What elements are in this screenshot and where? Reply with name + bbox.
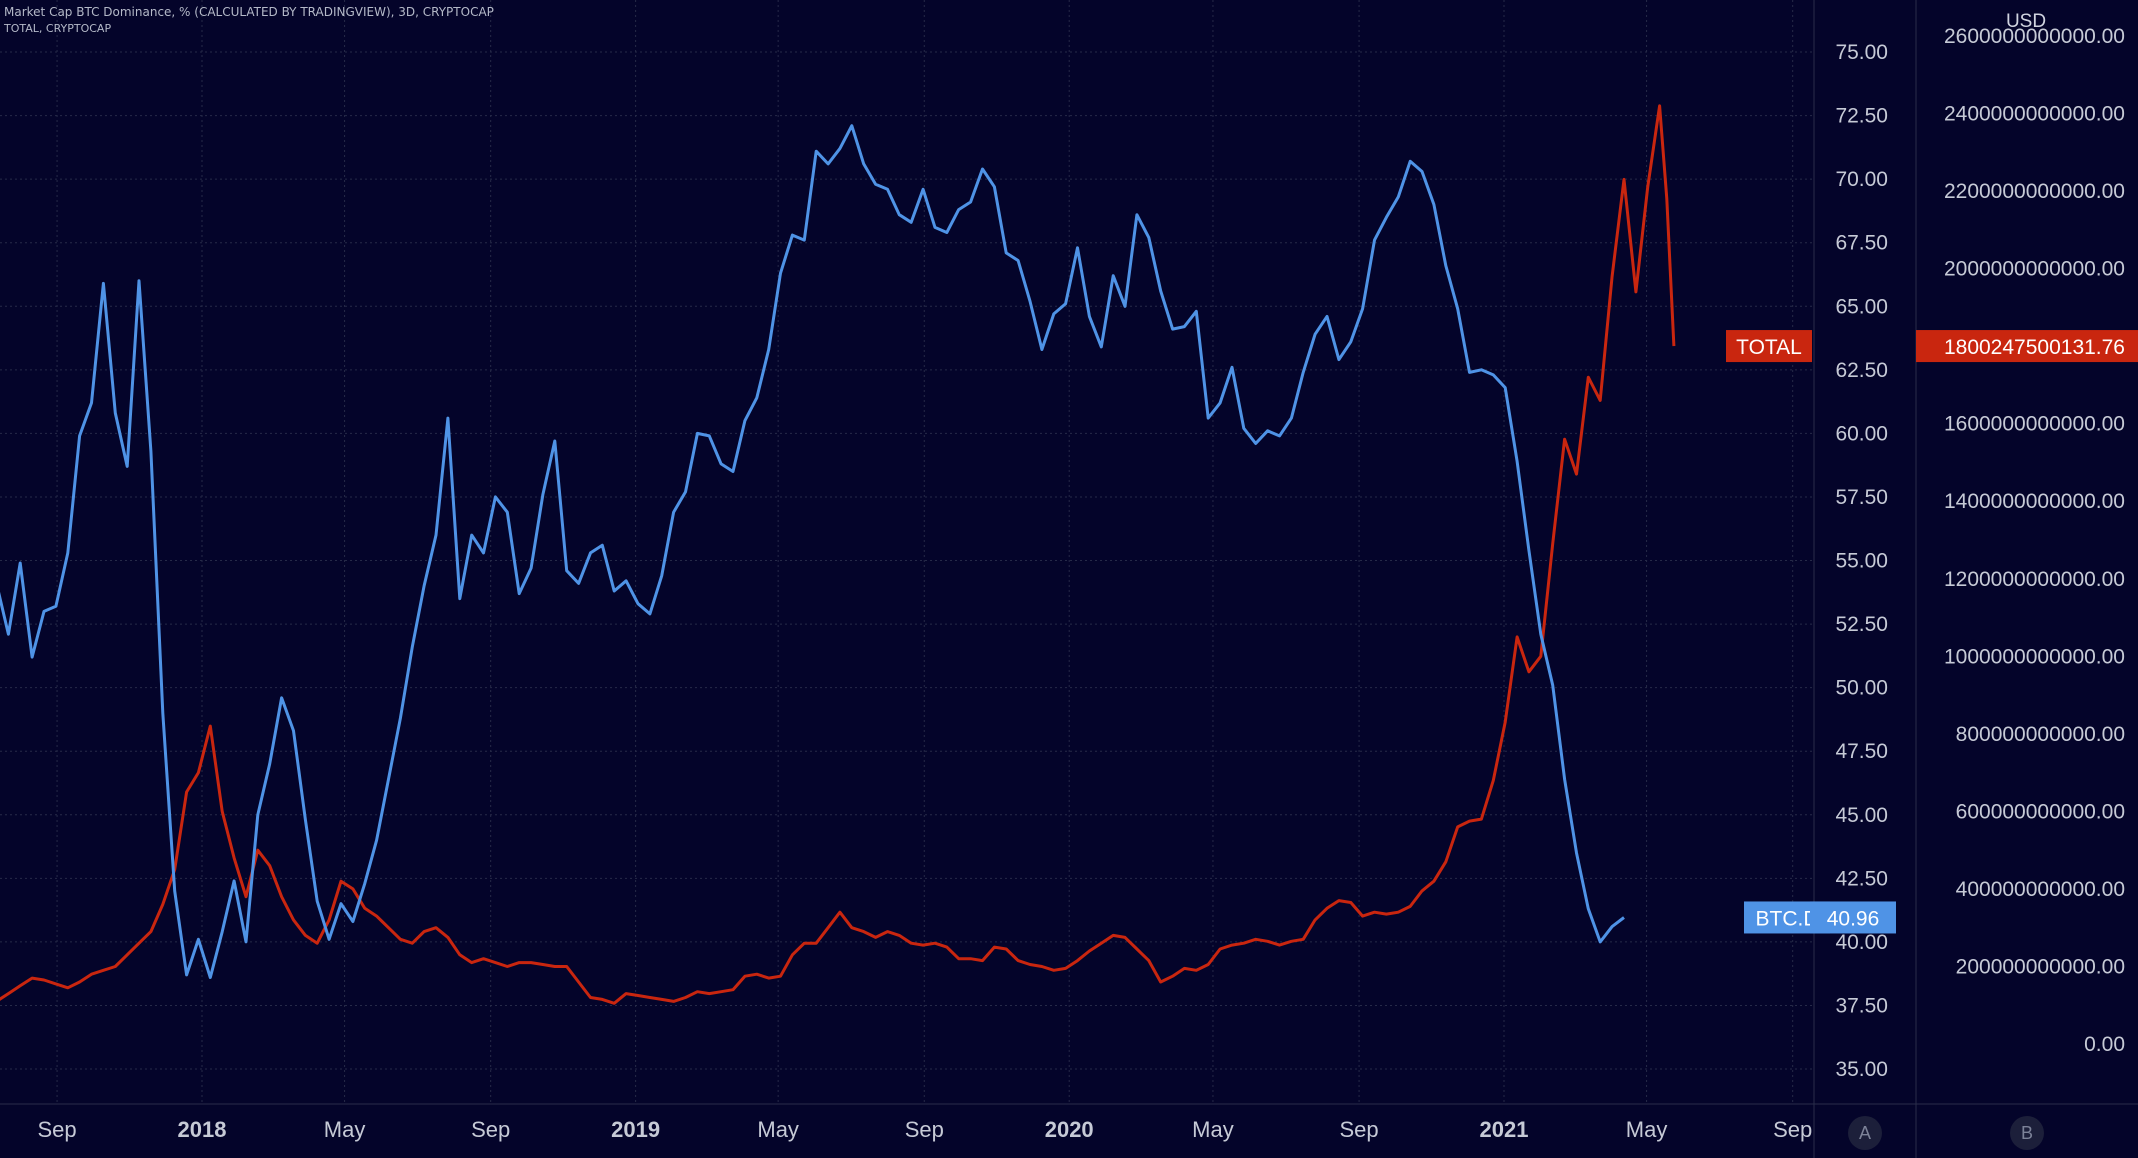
axis-button-a[interactable]: A	[1848, 1116, 1882, 1150]
chart-series	[0, 104, 1676, 1005]
value-tag-btc-d	[1810, 901, 1896, 934]
x-tick-label: Sep	[37, 1117, 76, 1142]
value-label-btc-d: 40.96	[1827, 907, 1880, 930]
x-tick-label: May	[324, 1117, 366, 1142]
y-left-tick-label: 75.00	[1835, 41, 1888, 64]
y-left-tick-label: 60.00	[1835, 422, 1888, 445]
y-right-tick-label: 800000000000.00	[1956, 723, 2125, 746]
chart-header-btc-dominance: Market Cap BTC Dominance, % (CALCULATED …	[4, 5, 494, 19]
y-right-tick-label: 200000000000.00	[1956, 955, 2125, 978]
value-label-total: 1800247500131.76	[1944, 336, 2125, 359]
y-axis-left: 75.00 72.50 70.00 67.50 65.00 62.50 60.00 57.50…	[1835, 41, 1888, 1081]
x-tick-label: 2021	[1480, 1117, 1529, 1142]
y-left-tick-label: 65.00	[1835, 295, 1888, 318]
x-tick-label: Sep	[1339, 1117, 1378, 1142]
y-right-tick-label: 400000000000.00	[1956, 878, 2125, 901]
series-name-label-btc-d: BTC.D	[1756, 907, 1819, 930]
series-name-tag-total	[1726, 330, 1812, 363]
y-right-tick-label: 600000000000.00	[1956, 800, 2125, 823]
chart-header-total: TOTAL, CRYPTOCAP	[4, 22, 112, 35]
y-left-tick-label: 37.50	[1835, 994, 1888, 1017]
x-axis: Sep 2018 May Sep 2019 May Sep 2020 May Sep 2021 May…	[37, 1117, 1812, 1142]
y-left-tick-label: 45.00	[1835, 804, 1888, 827]
x-tick-label: 2020	[1045, 1117, 1094, 1142]
x-tick-label: Sep	[905, 1117, 944, 1142]
x-tick-label: Sep	[471, 1117, 510, 1142]
currency-label[interactable]: USD	[2005, 11, 2047, 32]
y-left-tick-label: 62.50	[1835, 359, 1888, 382]
y-left-tick-label: 35.00	[1835, 1058, 1888, 1081]
series-line-total	[0, 104, 1676, 1005]
x-tick-label: Sep	[1773, 1117, 1812, 1142]
y-left-tick-label: 67.50	[1835, 232, 1888, 255]
x-tick-label: May	[1192, 1117, 1234, 1142]
y-left-tick-label: 70.00	[1835, 168, 1888, 191]
y-left-tick-label: 55.00	[1835, 550, 1888, 573]
y-left-tick-label: 57.50	[1835, 486, 1888, 509]
axis-button-b[interactable]: B	[2010, 1116, 2044, 1150]
last-value-labels: BTC.D 40.96 TOTAL 1800247500131.76	[1726, 330, 2138, 934]
y-right-tick-label: 0.00	[2084, 1033, 2125, 1056]
y-right-tick-label: 2000000000000.00	[1944, 258, 2125, 281]
x-tick-label: May	[757, 1117, 799, 1142]
y-right-tick-label: 1200000000000.00	[1944, 568, 2125, 591]
x-tick-label: 2019	[611, 1117, 660, 1142]
y-right-tick-label: 1400000000000.00	[1944, 490, 2125, 513]
y-right-tick-label: 2400000000000.00	[1944, 103, 2125, 126]
x-tick-label: May	[1626, 1117, 1668, 1142]
y-left-tick-label: 42.50	[1835, 867, 1888, 890]
x-tick-label: 2018	[178, 1117, 227, 1142]
y-right-tick-label: 2200000000000.00	[1944, 180, 2125, 203]
y-left-tick-label: 52.50	[1835, 613, 1888, 636]
series-line-btc-d	[0, 124, 1625, 979]
y-left-tick-label: 40.00	[1835, 931, 1888, 954]
y-right-tick-label: 2600000000000.00	[1944, 25, 2125, 48]
y-left-tick-label: 72.50	[1835, 105, 1888, 128]
series-name-label-total: TOTAL	[1736, 336, 1802, 359]
y-left-tick-label: 50.00	[1835, 677, 1888, 700]
y-left-tick-label: 47.50	[1835, 740, 1888, 763]
y-right-tick-label: 1000000000000.00	[1944, 645, 2125, 668]
y-right-tick-label: 1600000000000.00	[1944, 413, 2125, 436]
value-tag-total	[1916, 330, 2138, 363]
y-axis-right: 2600000000000.00 2400000000000.00 22000000…	[1944, 25, 2125, 1056]
